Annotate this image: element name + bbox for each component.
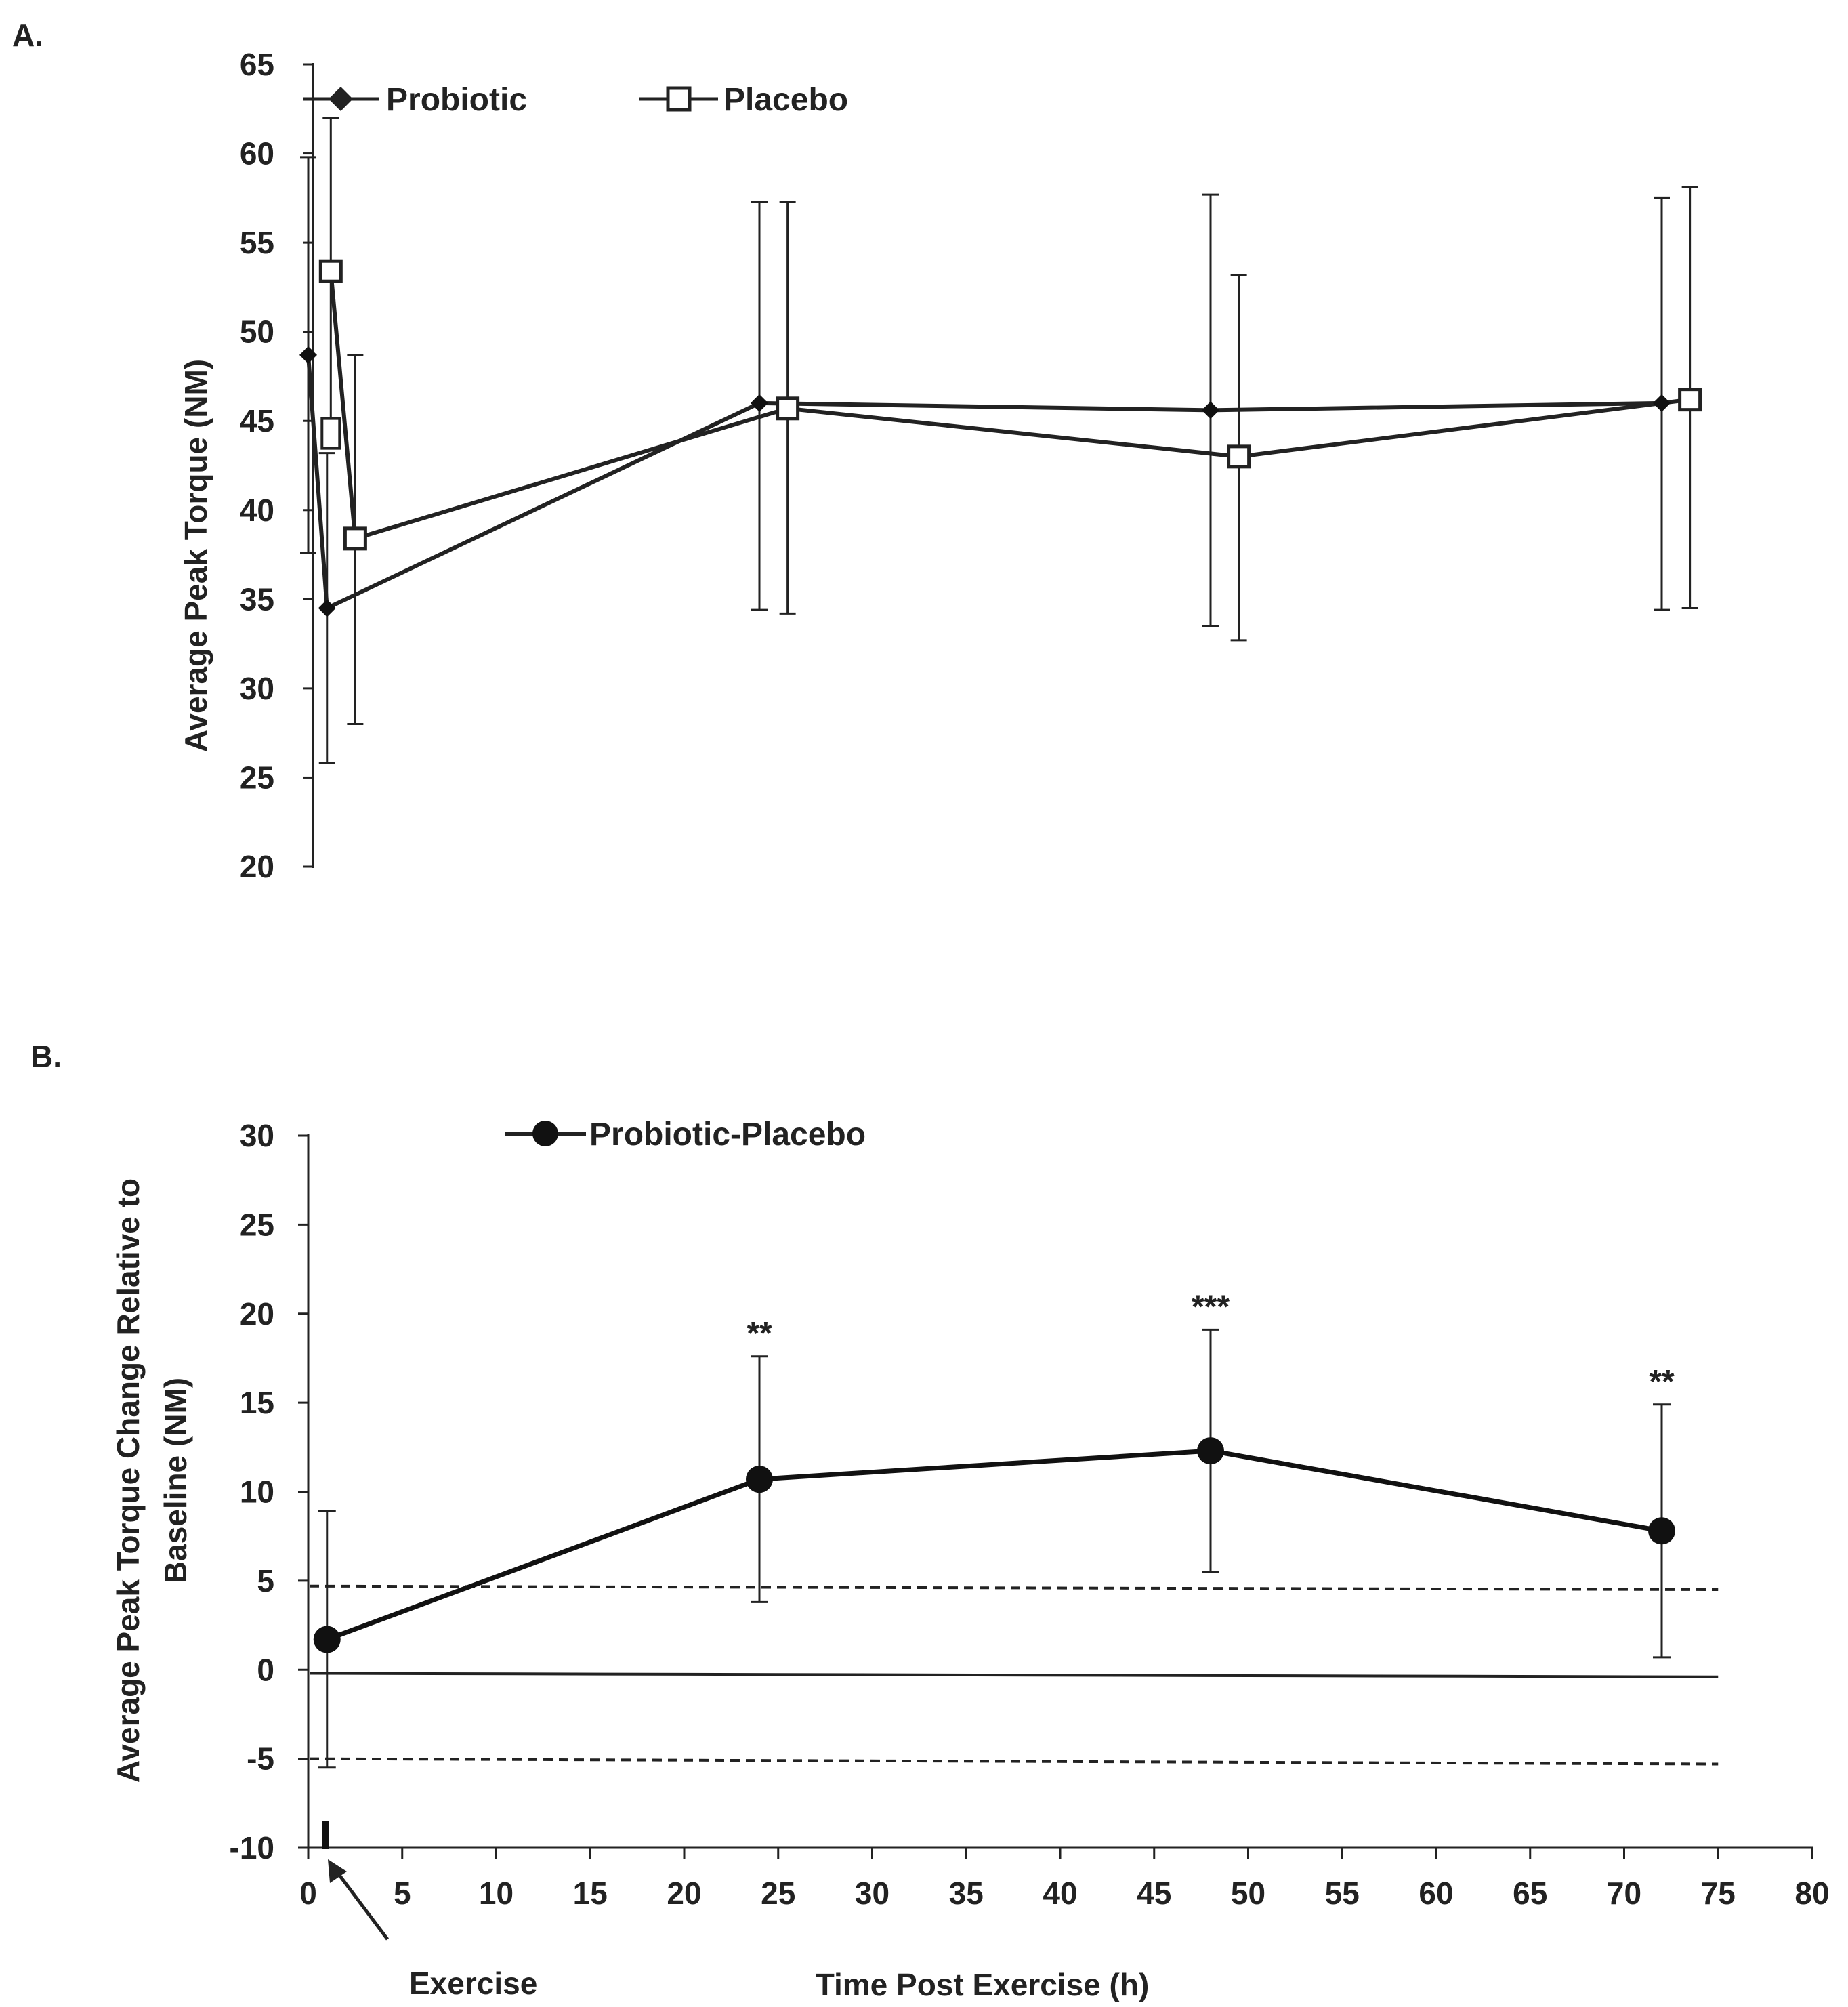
probiotic-data-point (1202, 401, 1219, 419)
panel-a-y-ticks: 20 25 30 35 40 45 50 55 60 65 (240, 47, 313, 884)
panel-b-x-axis-title: Time Post Exercise (h) (816, 1967, 1150, 2002)
panel-a-legend: Probiotic Placebo (303, 82, 848, 118)
panel-b-y-tick-label: 15 (240, 1385, 274, 1420)
panel-a-y-tick-label: 55 (240, 225, 274, 260)
legend-difference-label: Probiotic-Placebo (589, 1117, 866, 1153)
probiotic-placebo-data-point (313, 1626, 341, 1653)
legend-difference-circle-icon (532, 1121, 558, 1146)
probiotic-data-point (1653, 394, 1671, 412)
placebo-data-point (343, 526, 367, 551)
exercise-arrow-head-icon (328, 1859, 347, 1883)
panel-b-significance-labels: ******* (747, 1289, 1675, 1399)
panel-b-label: B. (30, 1039, 62, 1074)
legend-placebo-label: Placebo (723, 82, 848, 118)
probiotic-data-point (299, 346, 317, 364)
panel-a-y-tick-label: 25 (240, 760, 274, 795)
probiotic-data-point (318, 599, 336, 617)
significance-label: ** (747, 1316, 772, 1352)
panel-a-y-tick-label: 60 (240, 136, 274, 171)
panel-b-x-tick-label: 20 (667, 1876, 701, 1911)
panel-a-y-tick-label: 30 (240, 671, 274, 706)
panel-a-y-tick-label: 50 (240, 314, 274, 350)
panel-a-y-tick-label: 20 (240, 849, 274, 884)
panel-b-legend: Probiotic-Placebo (505, 1117, 866, 1153)
panel-b-x-tick-label: 60 (1419, 1876, 1453, 1911)
probiotic-placebo-data-point (1197, 1437, 1224, 1465)
panel-a-y-tick-label: 40 (240, 493, 274, 528)
panel-b-y-tick-label: -5 (247, 1741, 274, 1777)
panel-b-y-tick-label: 30 (240, 1118, 274, 1153)
panel-b-y-tick-label: -10 (230, 1830, 274, 1865)
panel-b-x-tick-label: 75 (1701, 1876, 1736, 1911)
exercise-arrow-shaft (335, 1870, 389, 1941)
panel-a-y-axis-title: Average Peak Torque (NM) (178, 359, 213, 752)
panel-b-x-tick-label: 50 (1231, 1876, 1265, 1911)
exercise-annotation: Exercise (322, 1821, 537, 2001)
panel-a-y-tick-label: 45 (240, 403, 274, 438)
panel-b-x-ticks: 0 5 10 15 20 25 30 35 40 45 50 55 60 65 70 75 80 (299, 1848, 1830, 1911)
panel-b-x-tick-label: 5 (394, 1876, 411, 1911)
panel-b-x-tick-label: 80 (1794, 1876, 1829, 1911)
panel-b-x-tick-label: 15 (573, 1876, 608, 1911)
panel-b-y-tick-label: 10 (240, 1474, 274, 1510)
panel-b-x-tick-label: 0 (299, 1876, 317, 1911)
panel-b-x-tick-label: 25 (761, 1876, 795, 1911)
panel-b-x-tick-label: 35 (949, 1876, 984, 1911)
probiotic-placebo-data-point (746, 1466, 773, 1493)
legend-probiotic-diamond-icon (329, 87, 353, 111)
probiotic-placebo-series-line (326, 1448, 1662, 1642)
panel-b-x-tick-label: 40 (1043, 1876, 1077, 1911)
probiotic-data-point (751, 394, 768, 412)
panel-b-y-axis-title-line-1: Average Peak Torque Change Relative to (110, 1178, 146, 1783)
panel-b-reference-lines (309, 1584, 1719, 1766)
significance-label: *** (1192, 1289, 1230, 1325)
panel-b-x-tick-label: 10 (479, 1876, 513, 1911)
panel-b-y-tick-label: 5 (257, 1563, 274, 1598)
panel-b-series-line (326, 1448, 1662, 1642)
probiotic-placebo-data-point (1648, 1517, 1675, 1545)
panel-b-y-tick-label: 0 (257, 1652, 274, 1687)
panel-b-y-tick-label: 25 (240, 1207, 274, 1242)
exercise-label: Exercise (409, 1966, 537, 2001)
placebo-data-point (1678, 388, 1702, 412)
panel-b-markers (313, 1437, 1675, 1653)
panel-b-x-tick-label: 65 (1513, 1876, 1547, 1911)
panel-b-y-tick-label: 20 (240, 1296, 274, 1331)
placebo-data-point (1227, 444, 1251, 469)
panel-b-y-ticks: -10 -5 0 5 10 15 20 25 30 (230, 1118, 308, 1865)
placebo-extra-marker (320, 417, 341, 450)
dashed-reference-line (309, 1584, 1719, 1592)
panel-a-label: A. (12, 18, 43, 53)
dashed-reference-line (309, 1757, 1719, 1766)
legend-probiotic-label: Probiotic (386, 82, 527, 118)
panel-b-y-axis-title-line-2: Baseline (NM) (158, 1378, 193, 1584)
zero-reference-line (309, 1672, 1719, 1678)
panel-a: A. Average Peak Torque (NM) 20 25 30 35 40 45… (12, 18, 1702, 884)
panel-b-x-tick-label: 45 (1137, 1876, 1171, 1911)
exercise-time-marker (322, 1821, 329, 1849)
panel-b-x-tick-label: 30 (855, 1876, 889, 1911)
placebo-data-point (776, 396, 800, 421)
significance-label: ** (1649, 1364, 1675, 1400)
panel-b-x-tick-label: 55 (1325, 1876, 1360, 1911)
panel-b-x-tick-label: 70 (1607, 1876, 1641, 1911)
placebo-data-point (318, 259, 343, 283)
panel-a-markers (299, 259, 1702, 617)
legend-placebo-square-icon (666, 86, 692, 112)
panel-a-y-tick-label: 65 (240, 47, 274, 82)
panel-b: B. Average Peak Torque Change Relative t… (30, 1039, 1830, 2002)
panel-a-y-tick-label: 35 (240, 581, 274, 617)
